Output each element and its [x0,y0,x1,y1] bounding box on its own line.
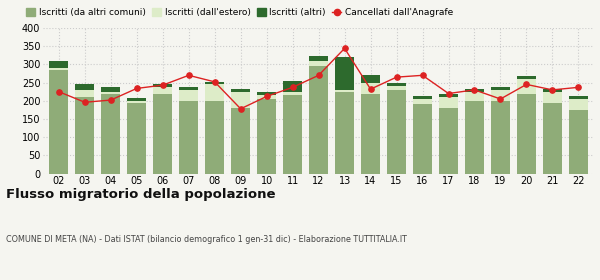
Bar [387,90,406,174]
Bar [257,92,276,95]
Bar [232,108,250,174]
Bar [517,79,536,94]
Bar [387,83,406,86]
Bar [76,90,94,97]
Bar [76,97,94,174]
Bar [49,61,68,68]
Text: Flusso migratorio della popolazione: Flusso migratorio della popolazione [6,188,275,200]
Bar [569,96,588,99]
Bar [361,75,380,83]
Bar [127,103,146,174]
Bar [465,89,484,92]
Bar [361,83,380,94]
Bar [309,66,328,174]
Bar [309,56,328,61]
Bar [257,95,276,99]
Bar [491,87,510,90]
Bar [49,68,68,70]
Bar [127,98,146,101]
Bar [517,94,536,174]
Bar [179,90,198,101]
Bar [205,81,224,85]
Bar [439,108,458,174]
Bar [232,92,250,108]
Bar [465,101,484,174]
Bar [127,101,146,103]
Bar [543,103,562,174]
Bar [413,104,432,174]
Bar [283,92,302,95]
Bar [413,99,432,104]
Bar [76,85,94,90]
Bar [361,94,380,174]
Legend: Iscritti (da altri comuni), Iscritti (dall'estero), Iscritti (altri), Cancellati: Iscritti (da altri comuni), Iscritti (da… [23,4,457,21]
Bar [387,86,406,90]
Bar [283,95,302,174]
Bar [335,90,354,92]
Bar [543,89,562,92]
Bar [569,110,588,174]
Bar [154,94,172,174]
Bar [205,85,224,101]
Text: COMUNE DI META (NA) - Dati ISTAT (bilancio demografico 1 gen-31 dic) - Elaborazi: COMUNE DI META (NA) - Dati ISTAT (bilanc… [6,235,407,244]
Bar [335,92,354,174]
Bar [335,57,354,90]
Bar [179,101,198,174]
Bar [569,99,588,110]
Bar [283,81,302,92]
Bar [257,99,276,174]
Bar [101,94,120,174]
Bar [101,87,120,92]
Bar [465,92,484,101]
Bar [491,101,510,174]
Bar [232,89,250,92]
Bar [543,92,562,103]
Bar [517,76,536,79]
Bar [205,101,224,174]
Bar [49,70,68,174]
Bar [413,96,432,99]
Bar [101,92,120,94]
Bar [309,61,328,66]
Bar [439,94,458,97]
Bar [491,90,510,101]
Bar [154,87,172,94]
Bar [179,87,198,90]
Bar [154,84,172,87]
Bar [439,97,458,108]
